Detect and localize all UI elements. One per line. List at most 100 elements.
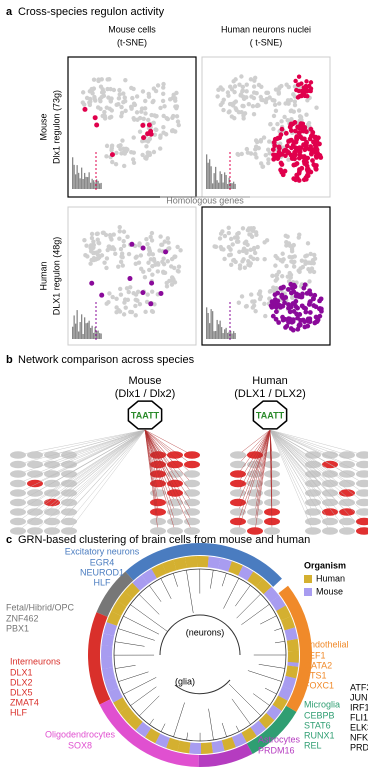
motif: TAATT bbox=[256, 410, 285, 420]
edge bbox=[269, 429, 348, 465]
edge bbox=[34, 429, 146, 456]
cell-dot bbox=[275, 255, 280, 261]
cell-dot bbox=[119, 104, 124, 110]
cell-dot bbox=[293, 78, 298, 84]
gene-label: CEBPB bbox=[304, 710, 335, 720]
hist-bar bbox=[81, 314, 83, 339]
gene-node bbox=[184, 527, 200, 535]
cell-dot bbox=[90, 91, 95, 96]
cell-dot bbox=[272, 292, 278, 298]
between-label: Homologous genes bbox=[166, 195, 244, 205]
ring-segment bbox=[280, 616, 296, 631]
cell-dot bbox=[131, 101, 137, 106]
cell-dot bbox=[300, 124, 306, 130]
cell-dot bbox=[314, 147, 320, 153]
gene-node bbox=[305, 517, 321, 526]
edge bbox=[254, 429, 271, 522]
cell-dot bbox=[295, 82, 301, 88]
cell-dot bbox=[253, 230, 259, 235]
cell-dot bbox=[302, 324, 308, 330]
cell-dot bbox=[145, 139, 151, 144]
cell-dot bbox=[119, 113, 124, 119]
cell-dot bbox=[97, 248, 102, 254]
cell-dot bbox=[308, 144, 314, 149]
cell-dot bbox=[165, 236, 171, 241]
cell-dot bbox=[297, 114, 303, 119]
gene-node bbox=[150, 527, 166, 535]
cell-dot bbox=[165, 116, 171, 122]
edge bbox=[269, 429, 331, 522]
cell-dot bbox=[271, 126, 276, 132]
cell-dot bbox=[140, 290, 146, 296]
gene-node bbox=[230, 508, 246, 516]
hist-bar bbox=[228, 331, 230, 339]
gene-node bbox=[150, 498, 166, 507]
gene-label: RUNX1 bbox=[304, 730, 335, 740]
cell-dot bbox=[106, 95, 111, 100]
edge bbox=[17, 429, 146, 484]
cell-dot bbox=[133, 303, 138, 309]
edge bbox=[269, 429, 365, 475]
cell-dot bbox=[318, 296, 324, 302]
inner-label: (neurons) bbox=[186, 627, 225, 637]
ring-segment bbox=[88, 612, 111, 705]
dendro-branch bbox=[247, 670, 282, 682]
gene-node bbox=[61, 527, 77, 535]
cell-dot bbox=[136, 260, 142, 265]
cell-dot bbox=[237, 263, 243, 268]
cell-dot bbox=[271, 140, 277, 145]
cell-dot bbox=[94, 122, 100, 128]
cell-dot bbox=[142, 106, 148, 111]
cell-dot bbox=[144, 299, 150, 305]
cell-dot bbox=[308, 251, 313, 257]
hist-bar bbox=[94, 327, 96, 339]
cell-dot bbox=[117, 286, 123, 292]
edge bbox=[237, 429, 271, 484]
edge bbox=[269, 429, 365, 465]
gene-node bbox=[167, 517, 183, 526]
cell-dot bbox=[258, 294, 264, 299]
gene-node bbox=[184, 451, 200, 459]
dendro-branch bbox=[228, 683, 262, 716]
edge bbox=[269, 429, 348, 503]
gene-label: NEUROD1 bbox=[80, 567, 124, 577]
cell-dot bbox=[302, 147, 308, 153]
cell-dot bbox=[251, 112, 257, 117]
cell-dot bbox=[253, 152, 258, 157]
edge bbox=[254, 429, 271, 484]
dendro-branch bbox=[221, 573, 227, 587]
cell-dot bbox=[118, 292, 124, 297]
hist-bar bbox=[213, 331, 215, 339]
edge bbox=[51, 429, 146, 532]
cell-dot bbox=[121, 150, 127, 155]
dendro-branch bbox=[130, 604, 168, 632]
cell-dot bbox=[160, 98, 166, 104]
cell-dot bbox=[250, 305, 256, 310]
gene-node bbox=[247, 498, 263, 507]
edge bbox=[269, 429, 348, 484]
cell-dot bbox=[113, 161, 119, 167]
cell-dot bbox=[273, 263, 278, 268]
cell-dot bbox=[296, 74, 302, 79]
hist-bar bbox=[218, 324, 220, 339]
hist-bar bbox=[218, 182, 220, 189]
gene-node bbox=[27, 508, 43, 516]
ring-segment bbox=[144, 728, 161, 744]
cell-dot bbox=[275, 121, 280, 127]
cell-dot bbox=[114, 305, 119, 310]
gene-label: FOXC1 bbox=[304, 680, 334, 690]
ring-segment bbox=[221, 737, 236, 751]
cell-dot bbox=[150, 252, 156, 257]
cell-dot bbox=[123, 305, 128, 310]
cell-dot bbox=[292, 102, 298, 108]
cell-dot bbox=[290, 317, 296, 323]
cell-dot bbox=[284, 143, 290, 149]
cell-dot bbox=[301, 305, 307, 311]
motif: TAATT bbox=[131, 410, 160, 420]
edge bbox=[269, 429, 365, 456]
ring-segment bbox=[241, 727, 257, 743]
cell-dot bbox=[145, 292, 150, 297]
cell-dot bbox=[296, 108, 302, 113]
edge bbox=[144, 429, 193, 465]
cell-dot bbox=[151, 149, 157, 155]
